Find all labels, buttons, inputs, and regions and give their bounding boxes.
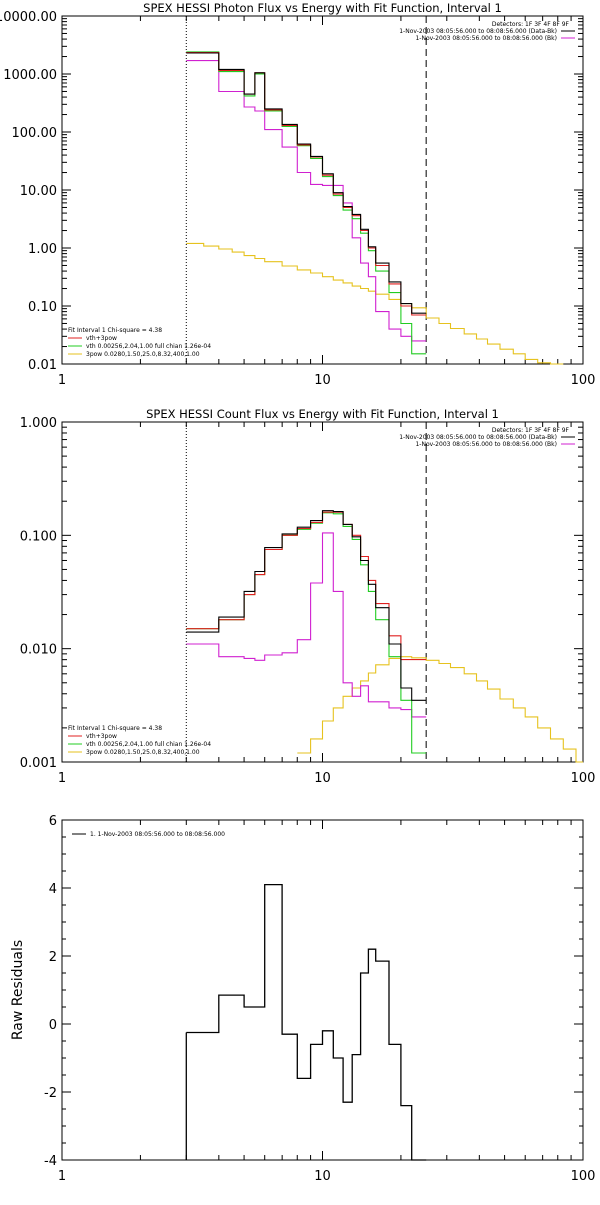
y-tick-label: 10000.00 [0,10,57,25]
series-line-2 [186,511,427,661]
fit-legend-entry: Fit Interval 1 Chi-square = 4.38 [68,725,162,732]
series-line-1 [186,532,427,718]
y-tick-label: 4 [49,882,57,897]
series-3pow-line [186,242,564,365]
y-tick-label: 1.00 [28,242,57,257]
chart-title: SPEX HESSI Photon Flux vs Energy with Fi… [143,1,502,15]
y-tick-label: 0.100 [20,529,57,544]
plot-frame [61,819,584,1161]
x-tick-label: 10 [314,1169,331,1184]
info-line: 1-Nov-2003 08:05:56.000 to 08:08:56.000 … [399,434,557,441]
info-line: 1-Nov-2003 08:05:56.000 to 08:08:56.000 … [415,441,557,448]
x-tick-label: 1 [58,373,66,388]
y-tick-label: 6 [49,814,57,829]
series-line-0 [186,510,427,701]
x-tick-label: 10 [314,771,331,786]
y-tick-label: 10.00 [20,184,57,199]
y-tick-label: 2 [49,950,57,965]
x-tick-label: 100 [571,373,596,388]
plot-frame [61,421,584,763]
y-tick-label: 0 [49,1018,57,1033]
series-line-3 [186,512,427,754]
x-tick-label: 10 [314,373,331,388]
x-tick-label: 100 [571,1169,596,1184]
y-tick-label: 0.001 [20,756,57,771]
photon-flux-panel: SPEX HESSI Photon Flux vs Energy with Fi… [0,1,595,388]
x-tick-label: 1 [58,1169,66,1184]
fit-legend-entry: Fit Interval 1 Chi-square = 4.38 [68,327,162,334]
series-line-0 [186,883,427,1161]
series-line-0 [186,52,427,314]
chart-title: SPEX HESSI Count Flux vs Energy with Fit… [146,407,499,421]
x-tick-label: 100 [571,771,596,786]
series-line-3 [186,51,427,355]
fit-legend-entry: 3pow 0.0280,1.50,25.0,8.32,400,1.00 [86,351,200,358]
info-line: Detectors: 1F 3F 4F 8F 9F [492,427,570,434]
legend-entry: 1. 1-Nov-2003 08:05:56.000 to 08:08:56.0… [90,831,225,838]
y-tick-label: 1000.00 [3,68,57,83]
info-line: 1-Nov-2003 08:05:56.000 to 08:08:56.000 … [415,35,557,42]
fit-legend-entry: vth 0.00256,2.04,1.00 full chian 1.26e-0… [86,343,211,350]
plot-frame [61,15,584,365]
y-tick-label: -4 [44,1154,57,1169]
series-3pow-line [297,656,583,763]
count-flux-panel: SPEX HESSI Count Flux vs Energy with Fit… [20,407,596,786]
y-tick-label: -2 [44,1086,57,1101]
fit-legend-entry: vth 0.00256,2.04,1.00 full chian 1.26e-0… [86,741,211,748]
residuals-panel: 1 10 100 -4 -2 0 2 4 6 Raw Residuals 1. 1-Nov-2003… [10,814,595,1184]
info-line: Detectors: 1F 3F 4F 8F 9F [492,21,570,28]
y-tick-label: 1.000 [20,416,57,431]
fit-legend-entry: 3pow 0.0280,1.50,25.0,8.32,400,1.00 [86,749,200,756]
info-line: 1-Nov-2003 08:05:56.000 to 08:08:56.000 … [399,28,557,35]
series-line-1 [186,60,427,342]
x-tick-label: 1 [58,771,66,786]
y-tick-label: 0.010 [20,643,57,658]
y-tick-label: 100.00 [12,126,58,141]
y-tick-label: 0.10 [28,300,57,315]
y-tick-label: 0.01 [28,358,57,373]
fit-legend-entry: vth+3pow [86,335,117,342]
fit-legend-entry: vth+3pow [86,733,117,740]
y-axis-label: Raw Residuals [10,940,26,1040]
